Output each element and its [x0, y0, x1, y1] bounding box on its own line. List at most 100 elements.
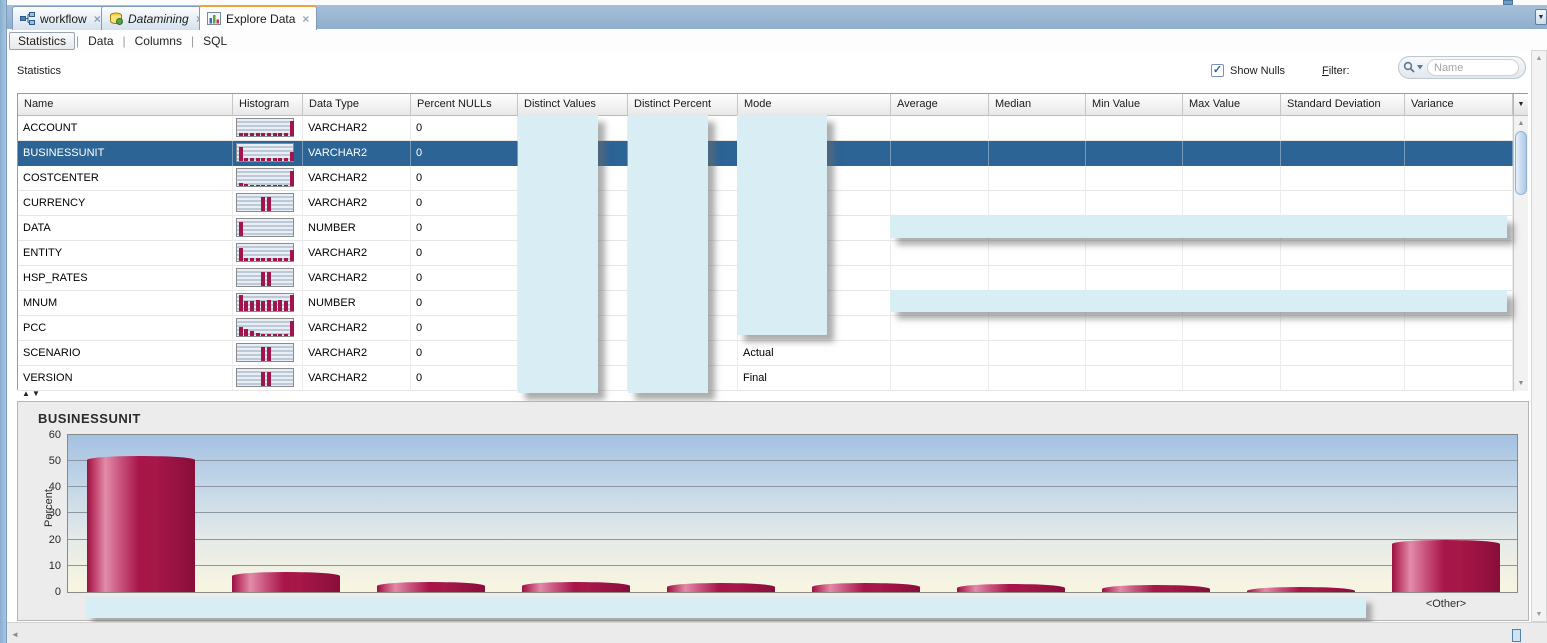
cell-empty: [1086, 166, 1183, 191]
histogram-bar: [272, 258, 277, 261]
scroll-down-icon[interactable]: ▼: [1517, 380, 1525, 387]
cell-empty: [1405, 266, 1513, 291]
histogram-bar: [284, 301, 289, 311]
histogram-thumbnail: [233, 266, 303, 291]
scroll-up-icon[interactable]: ▲: [1535, 54, 1543, 62]
column-header-percent-nulls[interactable]: Percent NULLs: [411, 94, 518, 116]
column-header-histogram[interactable]: Histogram: [233, 94, 303, 116]
filter-search-box[interactable]: [1398, 56, 1526, 79]
column-header-max-value[interactable]: Max Value: [1183, 94, 1281, 116]
search-icon[interactable]: [1399, 61, 1427, 74]
cell-empty: [518, 291, 628, 316]
histogram-bar: [272, 158, 277, 161]
table-row-version[interactable]: VERSION VARCHAR2 0 Final: [18, 366, 1513, 391]
subtab-columns[interactable]: Columns: [134, 34, 182, 48]
chart-bar: [522, 582, 630, 592]
scrollbar-grip[interactable]: [1512, 629, 1521, 642]
scrollbar-thumb[interactable]: [1515, 131, 1527, 195]
show-nulls-checkbox[interactable]: ✓: [1211, 64, 1224, 77]
mini-histogram: [236, 293, 294, 312]
histogram-bar: [249, 331, 254, 336]
splitter-up-icon[interactable]: ▲: [22, 389, 30, 398]
cell-empty: [1281, 116, 1405, 141]
pane-scrollbar[interactable]: ▲ ▼: [1531, 50, 1547, 622]
histogram-thumbnail: [233, 291, 303, 316]
close-icon[interactable]: ×: [93, 11, 101, 26]
cell-name: PCC: [18, 316, 233, 341]
cell-empty: [891, 316, 989, 341]
column-header-median[interactable]: Median: [989, 94, 1086, 116]
histogram-bar: [255, 185, 260, 186]
histogram-bar: [267, 197, 271, 211]
column-header-name[interactable]: Name: [18, 94, 233, 116]
cell-data-type: NUMBER: [303, 216, 411, 241]
cell-empty: [1405, 191, 1513, 216]
close-icon[interactable]: ×: [302, 11, 310, 26]
cell-empty: [891, 166, 989, 191]
mini-histogram: [236, 168, 294, 187]
filter-search-input[interactable]: [1427, 59, 1519, 76]
redaction-overlay-mode: [737, 115, 827, 335]
table-scrollbar[interactable]: ▲ ▼: [1513, 116, 1528, 391]
y-tick-label: 50: [48, 455, 61, 467]
view-tab-bar: Statistics | Data | Columns | SQL: [7, 30, 1547, 52]
histogram-thumbnail: [233, 366, 303, 391]
x-category-label: <Other>: [1425, 598, 1467, 610]
histogram-bar: [238, 133, 243, 136]
histogram-bar: [249, 133, 254, 136]
column-header-standard-deviation[interactable]: Standard Deviation: [1281, 94, 1405, 116]
scroll-left-icon[interactable]: ◄: [11, 630, 19, 639]
column-header-variance[interactable]: Variance: [1405, 94, 1513, 116]
cell-name: HSP_RATES: [18, 266, 233, 291]
cell-empty: [518, 141, 628, 166]
tab-workflow[interactable]: workflow ×: [12, 6, 109, 30]
subtab-statistics[interactable]: Statistics: [9, 32, 76, 50]
cell-mode: [738, 316, 891, 341]
subtab-sql[interactable]: SQL: [203, 34, 228, 48]
table-row-scenario[interactable]: SCENARIO VARCHAR2 0 Actual: [18, 341, 1513, 366]
panel-splitter[interactable]: ▲ ▼: [17, 389, 1528, 401]
horizontal-scrollbar[interactable]: ◄: [7, 622, 1547, 643]
cell-empty: [1086, 316, 1183, 341]
histogram-bar: [272, 185, 277, 186]
scroll-down-icon[interactable]: ▼: [1535, 610, 1543, 618]
cell-empty: [1281, 141, 1405, 166]
tab-datamining[interactable]: Datamining ×: [101, 6, 211, 30]
column-header-min-value[interactable]: Min Value: [1086, 94, 1183, 116]
tab-overflow-button[interactable]: ▼: [1535, 9, 1547, 25]
cell-percent-nulls: 0: [411, 316, 518, 341]
cell-empty: [1281, 341, 1405, 366]
cell-empty: [1183, 241, 1281, 266]
cell-empty: [1183, 341, 1281, 366]
scroll-up-icon[interactable]: ▲: [1517, 120, 1525, 127]
tab-explore-data[interactable]: Explore Data ×: [199, 5, 318, 30]
subtab-data[interactable]: Data: [88, 34, 114, 48]
column-header-average[interactable]: Average: [891, 94, 989, 116]
cell-data-type: VARCHAR2: [303, 166, 411, 191]
cell-empty: [1405, 166, 1513, 191]
cell-name: SCENARIO: [18, 341, 233, 366]
column-header-mode[interactable]: Mode: [738, 94, 891, 116]
redaction-overlay-mnum-row: [890, 290, 1507, 312]
histogram-bar: [238, 295, 243, 311]
column-header-data-type[interactable]: Data Type: [303, 94, 411, 116]
histogram-bar: [255, 300, 260, 311]
splitter-down-icon[interactable]: ▼: [32, 389, 40, 398]
histogram-bar: [244, 133, 249, 136]
histogram-bar: [244, 184, 249, 186]
column-header-distinct-values[interactable]: Distinct Values: [518, 94, 628, 116]
cell-empty: [628, 366, 738, 391]
histogram-bar: [272, 133, 277, 136]
cell-name: ACCOUNT: [18, 116, 233, 141]
histogram-bar: [289, 321, 294, 336]
column-header-distinct-percent[interactable]: Distinct Percent: [628, 94, 738, 116]
histogram-bar: [255, 133, 260, 136]
histogram-thumbnail: [233, 241, 303, 266]
table-header-row: Name Histogram Data Type Percent NULLs Disti…: [18, 94, 1513, 116]
y-tick-label: 30: [48, 507, 61, 519]
column-chooser-button[interactable]: ▼: [1513, 94, 1528, 116]
cell-empty: [891, 191, 989, 216]
histogram-bar: [261, 133, 266, 136]
cell-empty: [891, 141, 989, 166]
cell-percent-nulls: 0: [411, 141, 518, 166]
